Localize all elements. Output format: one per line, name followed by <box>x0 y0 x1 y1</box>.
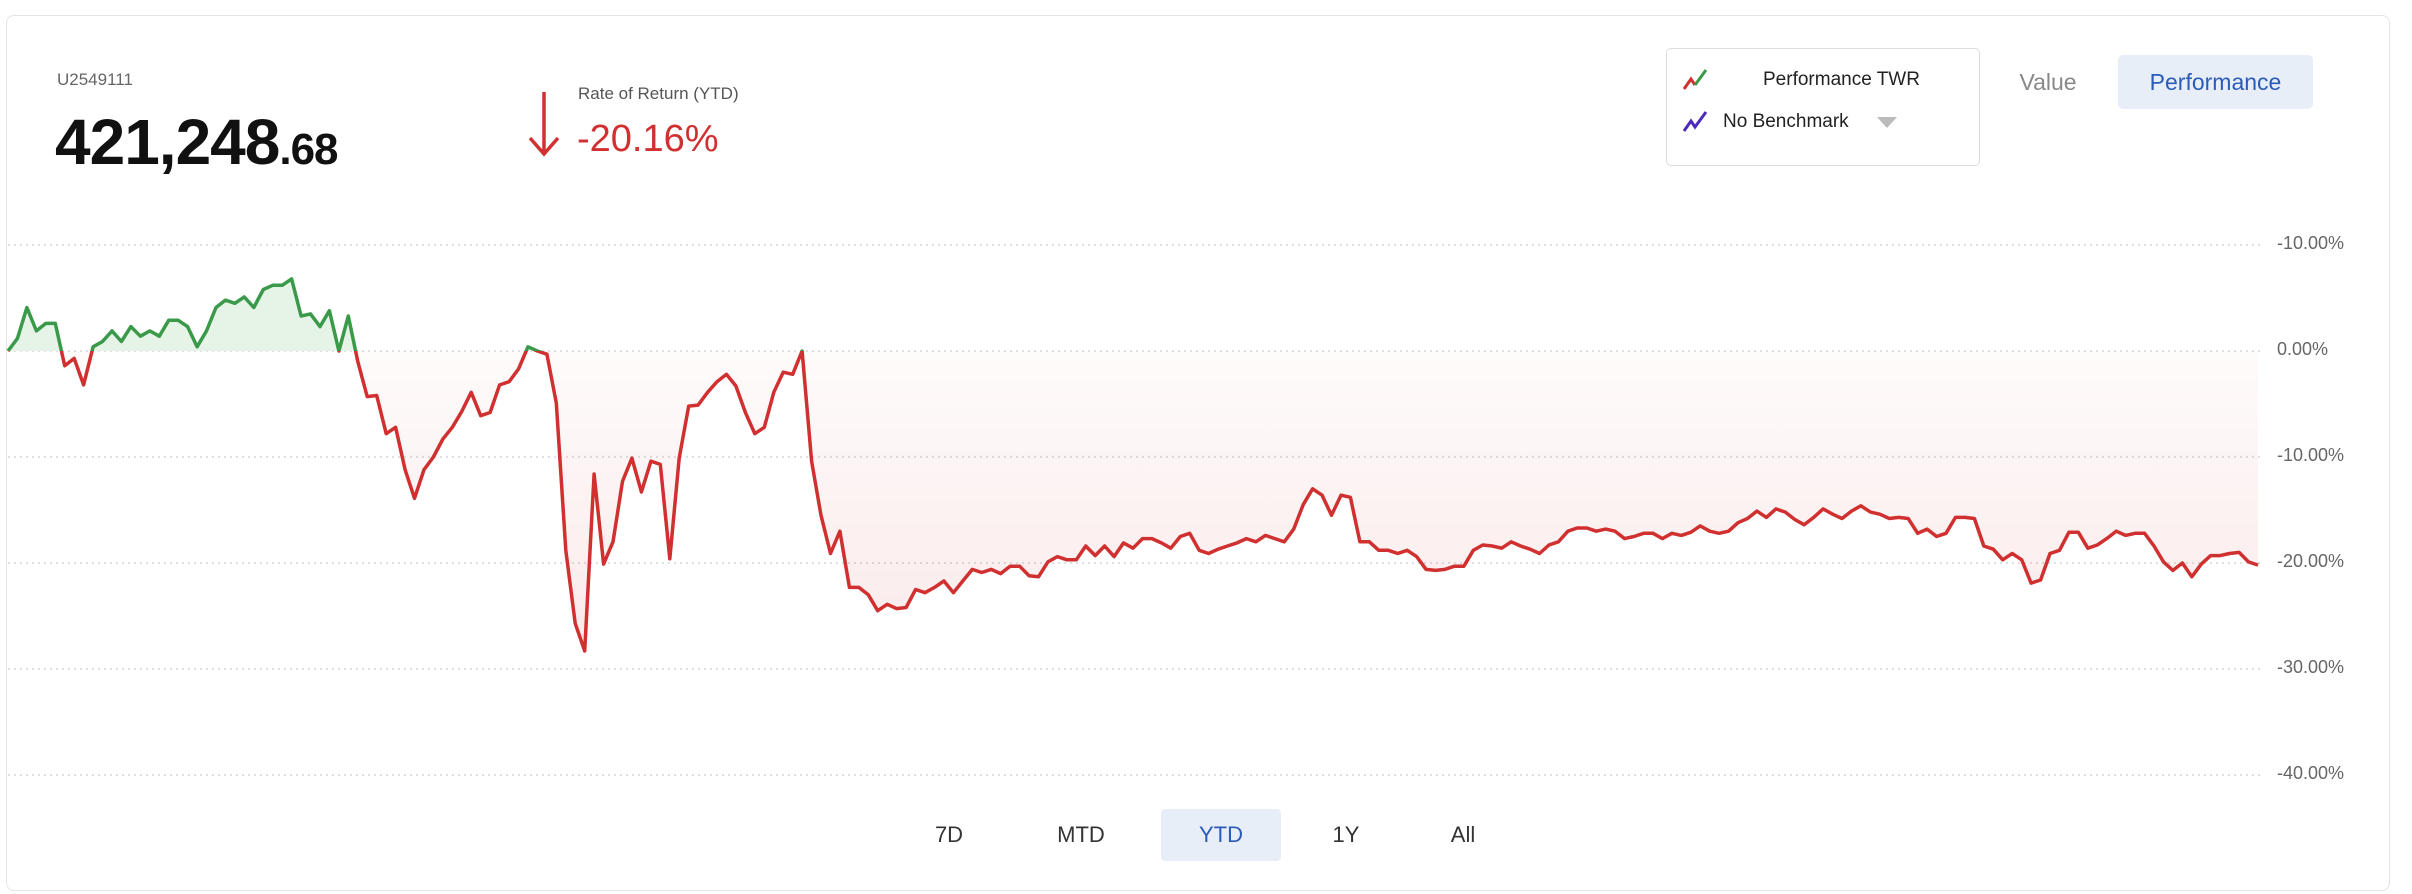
balance-whole: 421,248 <box>55 106 280 178</box>
balance-cents: .68 <box>279 125 338 174</box>
y-tick-label: 0.00% <box>2277 339 2329 359</box>
positive-area <box>8 278 2258 351</box>
line-chart-icon <box>1682 111 1708 132</box>
legend-item-performance-twr: Performance TWR <box>1681 67 1920 93</box>
rate-of-return-label: Rate of Return (YTD) <box>578 84 739 103</box>
range-ytd[interactable]: YTD <box>1161 809 1281 861</box>
y-tick-label: -10.00% <box>2277 445 2345 465</box>
range-mtd[interactable]: MTD <box>1057 822 1105 847</box>
arrow-down-icon <box>528 92 560 157</box>
range-all[interactable]: All <box>1450 822 1476 847</box>
account-id: U2549111 <box>57 70 133 89</box>
toggle-performance[interactable]: Performance <box>2118 55 2313 109</box>
range-7d[interactable]: 7D <box>934 822 964 847</box>
benchmark-label: No Benchmark <box>1723 111 1849 132</box>
benchmark-dropdown[interactable]: No Benchmark <box>1681 109 1897 135</box>
series-line-negative <box>8 351 2259 653</box>
y-tick-label: -20.00% <box>2277 551 2345 571</box>
legend-label: Performance TWR <box>1763 69 1920 90</box>
toggle-value[interactable]: Value <box>2019 69 2077 95</box>
chart-legend: Performance TWR No Benchmark <box>1666 48 1980 166</box>
rate-of-return-value: -20.16% <box>577 118 719 160</box>
y-tick-label: -40.00% <box>2277 763 2345 783</box>
y-tick-label: -10.00% <box>2277 233 2345 253</box>
line-chart-icon <box>1682 69 1708 90</box>
account-balance: 421,248.68 <box>55 105 339 179</box>
y-tick-label: -30.00% <box>2277 657 2345 677</box>
caret-down-icon <box>1876 116 1897 128</box>
range-1y[interactable]: 1Y <box>1332 822 1360 847</box>
